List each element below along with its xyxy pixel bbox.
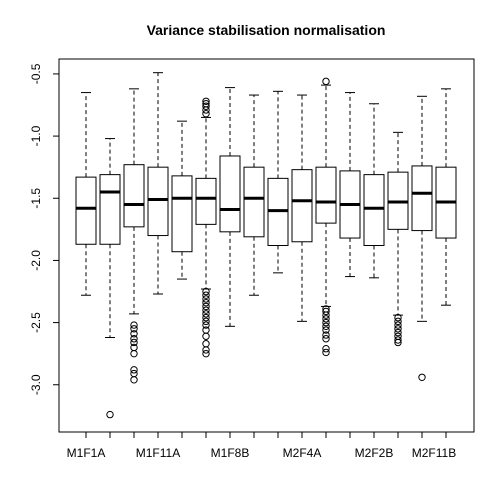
box-group xyxy=(243,94,265,296)
y-axis: -3.0 -2.5 -2.0 -1.5 -1.0 -0.5 xyxy=(29,63,60,395)
outlier-point xyxy=(202,332,210,340)
box-group xyxy=(339,92,361,278)
y-tick-label: -0.5 xyxy=(29,63,43,84)
box-group xyxy=(411,95,433,381)
x-tick-label: M2F4A xyxy=(283,446,322,460)
box-group xyxy=(363,103,385,279)
outlier-point xyxy=(394,321,402,329)
outlier-point xyxy=(394,332,402,340)
box-iqr xyxy=(123,164,145,228)
outlier-point xyxy=(322,344,330,353)
outlier-point xyxy=(202,287,210,296)
box-iqr xyxy=(195,177,217,225)
box-group xyxy=(123,88,145,384)
box-iqr xyxy=(99,174,121,245)
box-group xyxy=(147,72,169,295)
outlier-point xyxy=(322,335,330,343)
x-tick-label: M2F2B xyxy=(355,446,394,460)
x-tick-label: M1F11A xyxy=(136,446,180,460)
y-tick-label: -1.0 xyxy=(29,125,43,146)
outlier-point xyxy=(130,321,138,329)
outlier-point xyxy=(322,331,330,339)
outlier-point xyxy=(322,326,330,334)
x-axis: M1F1A M1F11A M1F8B M2F4A M2F2B M2F11B xyxy=(67,431,456,460)
outlier-point xyxy=(322,307,330,316)
outlier-point xyxy=(130,330,138,338)
box-group xyxy=(75,92,97,296)
outlier-point xyxy=(130,349,138,358)
outlier-point xyxy=(394,325,402,333)
box-group xyxy=(171,120,193,280)
outlier-point xyxy=(202,306,210,314)
box-group xyxy=(291,94,313,322)
box-group xyxy=(195,97,217,358)
plot-frame xyxy=(58,58,475,433)
box-iqr xyxy=(411,165,433,232)
outlier-point xyxy=(322,315,330,323)
outlier-point xyxy=(202,102,210,110)
box-iqr xyxy=(219,155,241,233)
outlier-point xyxy=(130,338,138,347)
box-group xyxy=(387,131,409,347)
outlier-point xyxy=(202,106,210,114)
box-group xyxy=(435,88,457,306)
x-tick-label: M1F8B xyxy=(211,446,250,460)
box-iqr xyxy=(171,175,193,253)
box-iqr xyxy=(363,174,385,247)
outlier-point xyxy=(130,325,138,333)
boxes xyxy=(75,72,457,419)
outlier-point xyxy=(130,369,138,378)
box-group xyxy=(315,77,337,357)
outlier-point xyxy=(130,335,138,343)
y-tick-label: -2.0 xyxy=(29,250,43,271)
outlier-point xyxy=(394,328,402,337)
y-tick-label: -3.0 xyxy=(29,374,43,395)
outlier-point xyxy=(130,366,138,374)
outlier-point xyxy=(322,318,330,327)
x-tick-label: M2F11B xyxy=(412,446,456,460)
box-iqr xyxy=(315,166,337,224)
outlier-point xyxy=(394,336,402,344)
y-tick-label: -2.5 xyxy=(29,312,43,333)
outlier-point xyxy=(202,346,210,354)
outlier-point xyxy=(322,311,330,319)
box-iqr xyxy=(291,169,313,243)
box-iqr xyxy=(147,166,169,237)
outlier-point xyxy=(322,322,330,331)
y-tick-label: -1.5 xyxy=(29,188,43,209)
outlier-point xyxy=(202,321,210,329)
outlier-point xyxy=(394,317,402,326)
x-tick-label: M1F1A xyxy=(67,446,106,460)
outlier-point xyxy=(394,313,402,322)
outlier-point xyxy=(394,338,402,347)
outlier-point xyxy=(202,313,210,322)
outlier-point xyxy=(322,77,330,86)
outlier-point xyxy=(202,317,210,326)
outlier-point xyxy=(106,410,114,419)
outlier-point xyxy=(418,373,426,381)
outlier-point xyxy=(202,295,210,303)
outlier-point xyxy=(202,110,210,118)
outlier-point xyxy=(202,291,210,299)
outlier-point xyxy=(202,340,210,348)
outlier-point xyxy=(202,298,210,307)
outlier-point xyxy=(322,348,330,357)
chart-title: Variance stabilisation normalisation xyxy=(147,22,386,38)
box-iqr xyxy=(75,176,97,245)
outlier-point xyxy=(202,349,210,358)
outlier-point xyxy=(202,310,210,318)
box-iqr xyxy=(243,166,265,238)
outlier-point xyxy=(202,302,210,311)
outlier-point xyxy=(202,97,210,105)
box-group xyxy=(219,87,241,327)
box-group xyxy=(99,138,121,419)
box-group xyxy=(267,90,289,274)
outlier-point xyxy=(130,376,138,384)
